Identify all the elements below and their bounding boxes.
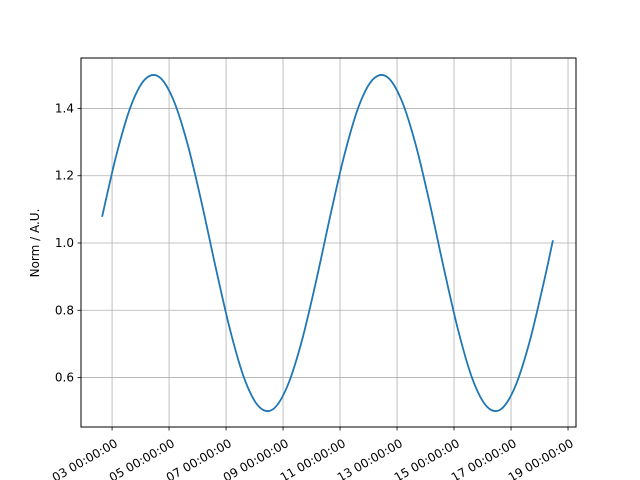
x-tick-label: 19 00:00:00 [506,436,576,480]
y-tick-label: 1.2 [55,169,74,183]
axes-frame [80,57,577,428]
series [101,73,554,413]
grid [81,58,576,427]
y-tick-label: 0.6 [55,371,74,385]
y-axis-label: Norm / A.U. [28,209,42,278]
y-tick-label: 1.4 [55,101,74,115]
series-line [101,73,554,413]
y-tick-label: 1.0 [55,236,74,250]
y-tick-label: 0.8 [55,303,74,317]
